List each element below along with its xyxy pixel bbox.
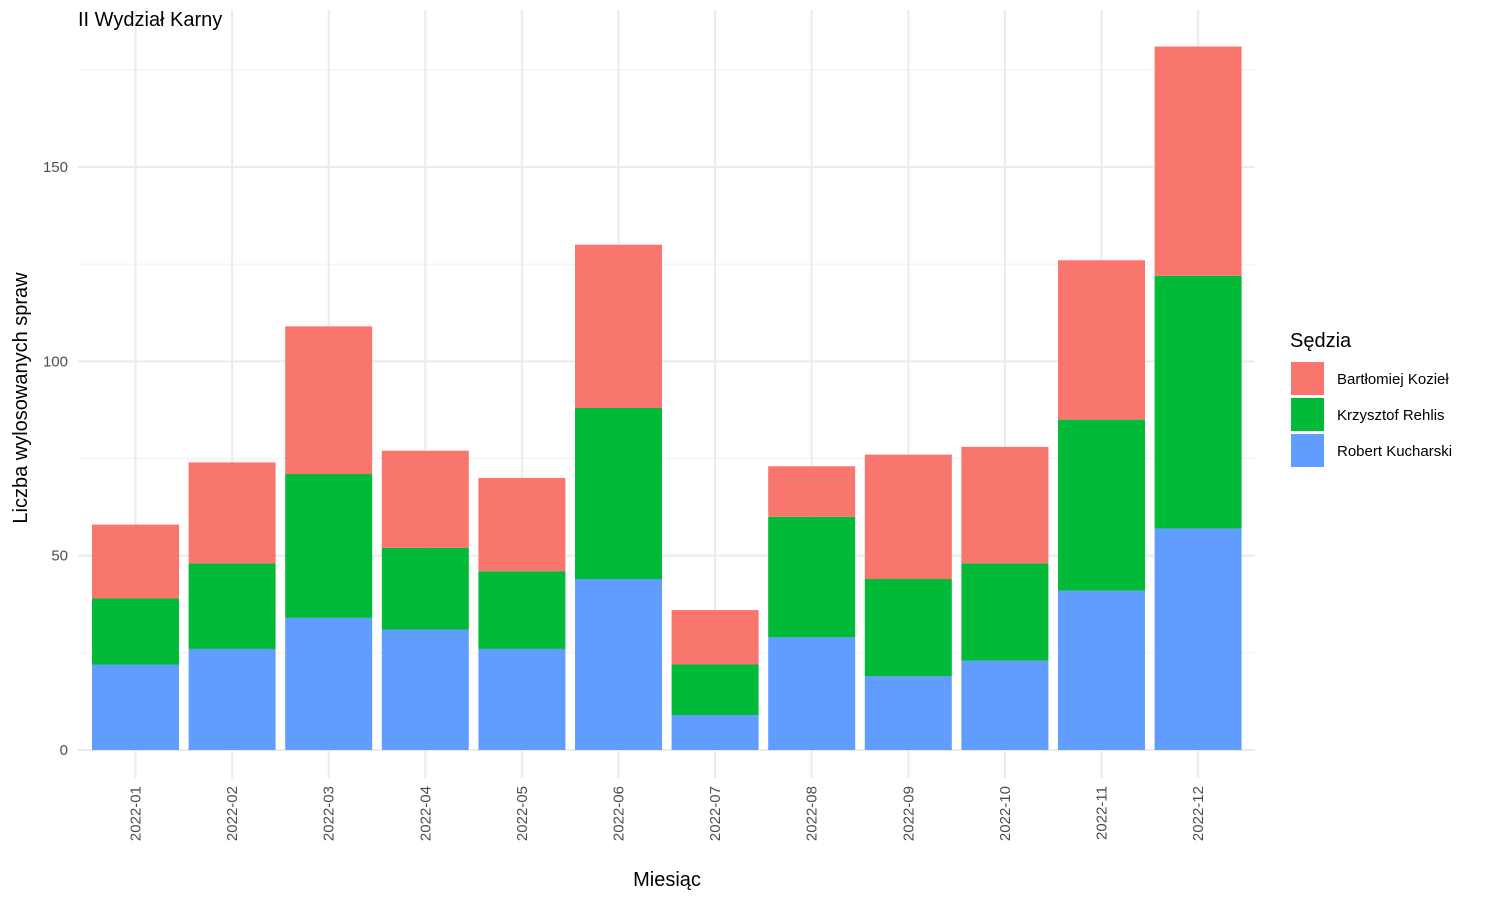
y-tick-label: 100	[43, 353, 68, 370]
bar-segment	[92, 598, 179, 665]
legend: Sędzia Bartłomiej Kozieł Krzysztof Rehlis…	[1290, 330, 1452, 467]
y-tick-label: 150	[43, 159, 68, 176]
bar-segment	[961, 446, 1049, 564]
legend-swatch	[1291, 362, 1324, 395]
legend-title: Sędzia	[1290, 330, 1352, 352]
x-tick-label: 2022-03	[321, 786, 338, 841]
bar-segment	[92, 664, 179, 750]
bar-segment	[1058, 260, 1145, 420]
bar-segment	[575, 407, 662, 579]
x-tick-label: 2022-08	[804, 786, 821, 841]
legend-swatch	[1291, 434, 1324, 467]
bar-segment	[188, 563, 276, 649]
x-tick-label: 2022-06	[611, 786, 628, 841]
legend-label: Robert Kucharski	[1337, 443, 1452, 460]
bar-segment	[1058, 590, 1145, 750]
bar-segment	[864, 578, 952, 677]
bar-segment	[381, 629, 469, 750]
bar-segment	[1154, 46, 1242, 276]
bar-segment	[671, 664, 759, 716]
bar-segment	[671, 715, 759, 750]
y-tick-label: 0	[60, 742, 68, 759]
bar-segment	[864, 454, 952, 579]
bar-segment	[188, 648, 276, 750]
bar-segment	[768, 466, 856, 517]
bar-segment	[768, 516, 856, 638]
legend-label: Krzysztof Rehlis	[1337, 407, 1445, 424]
y-axis-ticks: 0 50 100 150	[43, 159, 68, 759]
x-tick-label: 2022-01	[128, 786, 145, 841]
x-tick-label: 2022-04	[417, 786, 434, 841]
x-tick-label: 2022-05	[514, 786, 531, 841]
bar-segment	[285, 617, 373, 750]
legend-label: Bartłomiej Kozieł	[1337, 371, 1449, 388]
bar-segment	[1154, 528, 1242, 750]
bar-segment	[285, 474, 373, 618]
chart-title: II Wydział Karny	[78, 9, 222, 31]
x-tick-label: 2022-10	[997, 786, 1014, 841]
bars	[92, 46, 1242, 750]
bar-segment	[92, 524, 179, 599]
bar-segment	[961, 563, 1049, 661]
bar-segment	[1058, 419, 1145, 591]
x-axis-title: Miesiąc	[633, 869, 701, 891]
y-axis-title: Liczba wylosowanych spraw	[10, 272, 32, 524]
bar-segment	[864, 676, 952, 750]
bar-segment	[478, 571, 566, 649]
bar-segment	[575, 578, 662, 750]
x-tick-label: 2022-02	[224, 786, 241, 841]
bar-segment	[381, 547, 469, 630]
x-tick-label: 2022-07	[707, 786, 724, 841]
bar-segment	[768, 637, 856, 750]
bar-segment	[961, 660, 1049, 750]
x-tick-label: 2022-09	[900, 786, 917, 841]
x-tick-label: 2022-12	[1190, 786, 1207, 841]
bar-segment	[381, 450, 469, 548]
bar-segment	[575, 244, 662, 408]
bar-segment	[1154, 275, 1242, 529]
legend-swatch	[1291, 398, 1324, 431]
bar-segment	[188, 462, 276, 564]
bar-segment	[478, 648, 566, 750]
y-tick-label: 50	[51, 548, 68, 565]
x-tick-label: 2022-11	[1094, 786, 1111, 840]
bar-segment	[671, 610, 759, 665]
bar-segment	[478, 477, 566, 572]
x-axis-ticks: 2022-01 2022-02 2022-03 2022-04 2022-05 2022-…	[128, 786, 1208, 841]
bar-segment	[285, 326, 373, 475]
